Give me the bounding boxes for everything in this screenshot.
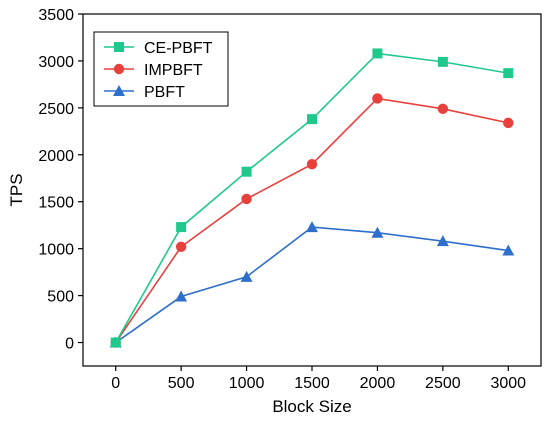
legend-marker: [113, 85, 125, 96]
x-tick-label: 1500: [294, 375, 330, 392]
axis-ticks: 0 500 1000 1500 2000 2500 3000 0 500 1000 1500 2000…: [38, 7, 526, 392]
legend-item: PBFT: [104, 84, 185, 101]
y-tick-label: 500: [47, 289, 74, 306]
data-point: [436, 235, 449, 247]
data-point: [241, 166, 252, 177]
data-point: [306, 158, 318, 170]
data-point: [371, 226, 384, 238]
x-tick-label: 1000: [229, 375, 265, 392]
legend-item: CE-PBFT: [104, 40, 213, 57]
series-line: [115, 226, 509, 344]
legend-label: CE-PBFT: [144, 40, 213, 57]
series-line: [115, 97, 509, 343]
x-tick-label: 0: [111, 375, 120, 392]
y-tick-label: 2500: [38, 101, 74, 118]
x-tick-label: 2500: [425, 375, 461, 392]
y-axis-label: TPS: [7, 173, 26, 206]
data-point: [175, 290, 188, 302]
data-point: [240, 270, 253, 282]
x-tick-label: 2000: [360, 375, 396, 392]
data-point: [307, 114, 317, 125]
legend-label: IMPBFT: [144, 62, 203, 79]
data-point: [175, 241, 187, 252]
data-point: [306, 221, 318, 233]
data-point: [372, 48, 383, 59]
x-axis-label: Block Size: [272, 397, 351, 416]
y-tick-label: 3000: [38, 54, 74, 71]
y-tick-label: 2000: [38, 148, 74, 165]
legend-marker: [114, 42, 124, 52]
data-point: [437, 56, 448, 67]
series-ce-pbft: [110, 48, 514, 348]
data-point: [110, 337, 121, 348]
x-tick-label: 3000: [490, 375, 526, 392]
data-point: [372, 93, 383, 104]
data-point: [437, 103, 449, 115]
data-point: [502, 244, 515, 256]
legend: CE-PBFT IMPBFT PBFT: [93, 31, 229, 107]
y-tick-label: 0: [65, 336, 74, 353]
data-point: [176, 222, 187, 233]
y-tick-label: 1000: [38, 242, 74, 259]
y-tick-label: 3500: [38, 7, 74, 24]
data-point: [503, 68, 514, 79]
series-layer: [109, 48, 515, 348]
legend-marker: [113, 63, 125, 75]
data-point: [241, 193, 252, 205]
x-tick-label: 500: [168, 375, 195, 392]
legend-label: PBFT: [144, 84, 185, 101]
data-point: [503, 117, 514, 129]
legend-item: IMPBFT: [104, 62, 203, 79]
y-tick-label: 1500: [38, 195, 74, 212]
series-impbft: [110, 93, 514, 348]
series-pbft: [109, 221, 515, 348]
